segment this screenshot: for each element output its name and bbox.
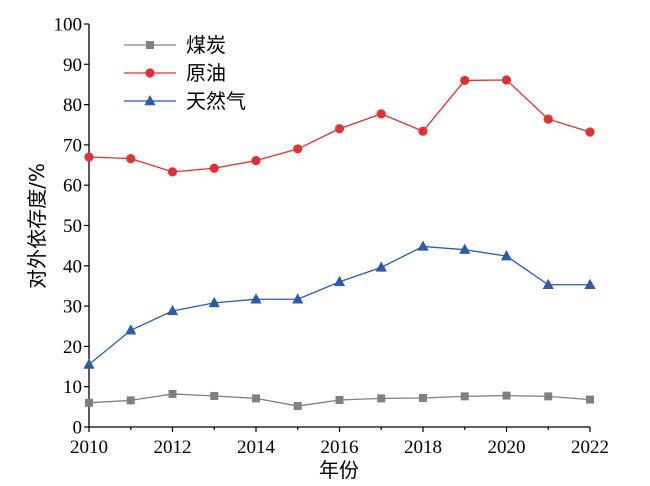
- data-point: [417, 240, 429, 251]
- data-point: [500, 250, 513, 261]
- y-tick-label: 20: [63, 337, 82, 358]
- data-point: [125, 324, 137, 335]
- legend-item: 煤炭: [124, 33, 226, 57]
- data-point: [460, 392, 469, 401]
- x-tick-label: 2018: [404, 437, 442, 458]
- data-point: [166, 304, 179, 316]
- y-tick-label: 100: [54, 15, 83, 36]
- data-point: [501, 75, 512, 85]
- y-axis-title: 对外依存度/%: [25, 163, 49, 289]
- data-point: [126, 154, 136, 164]
- data-point: [375, 261, 387, 272]
- x-tick-label: 2012: [154, 437, 192, 458]
- data-point: [459, 243, 471, 254]
- series-square: [85, 389, 594, 411]
- y-tick-label: 10: [63, 377, 82, 398]
- data-point: [377, 394, 386, 403]
- chart-series: [83, 75, 596, 411]
- data-point: [83, 358, 95, 369]
- y-tick-label: 70: [63, 135, 82, 156]
- data-point: [585, 127, 595, 137]
- data-point: [460, 75, 470, 86]
- data-point: [543, 114, 553, 124]
- data-point: [584, 278, 596, 289]
- legend-marker: [146, 41, 154, 49]
- data-point: [168, 389, 177, 398]
- chart-ticks: 0 10 20 30 40 50 60 70 80 90 100 2010 2012 2014 2016 20…: [54, 15, 610, 459]
- data-point: [333, 275, 346, 287]
- series-line: [88, 245, 590, 366]
- legend-marker: [145, 68, 155, 78]
- data-point: [208, 296, 220, 308]
- data-point: [210, 391, 219, 400]
- data-point: [84, 152, 94, 162]
- x-tick-label: 2010: [70, 437, 108, 458]
- x-tick-label: 2022: [571, 437, 609, 458]
- data-point: [418, 126, 428, 136]
- y-tick-label: 90: [63, 55, 82, 76]
- legend-marker: [144, 95, 156, 106]
- data-point: [293, 402, 302, 411]
- legend-label: 天然气: [186, 89, 246, 113]
- data-point: [250, 293, 262, 304]
- data-point: [293, 144, 303, 154]
- data-point: [252, 394, 260, 403]
- y-tick-label: 80: [63, 95, 82, 116]
- data-point: [376, 109, 386, 119]
- legend-label: 原油: [186, 61, 226, 85]
- series-triangle: [83, 240, 596, 369]
- y-tick-label: 60: [63, 176, 82, 197]
- data-point: [335, 395, 344, 404]
- data-point: [502, 391, 511, 400]
- data-point: [167, 167, 178, 177]
- data-point: [251, 156, 261, 166]
- data-point: [542, 278, 554, 289]
- legend-label: 煤炭: [186, 33, 226, 57]
- x-tick-label: 2016: [321, 437, 359, 458]
- x-tick-label: 2020: [488, 437, 526, 458]
- data-point: [209, 163, 219, 173]
- legend-item: 天然气: [124, 89, 246, 113]
- data-point: [292, 293, 304, 304]
- data-point: [544, 392, 553, 401]
- y-tick-label: 30: [63, 297, 82, 318]
- chart-axes: [88, 24, 590, 428]
- y-tick-label: 50: [63, 216, 82, 237]
- series-circle: [84, 75, 595, 177]
- data-point: [419, 393, 427, 402]
- x-axis-title: 年份: [319, 458, 359, 482]
- legend-item: 原油: [124, 61, 226, 85]
- y-tick-label: 0: [73, 418, 83, 439]
- y-tick-label: 40: [63, 256, 82, 277]
- data-point: [334, 124, 345, 134]
- data-point: [586, 395, 594, 404]
- data-point: [126, 396, 135, 405]
- x-tick-label: 2014: [237, 437, 276, 458]
- data-point: [85, 398, 93, 407]
